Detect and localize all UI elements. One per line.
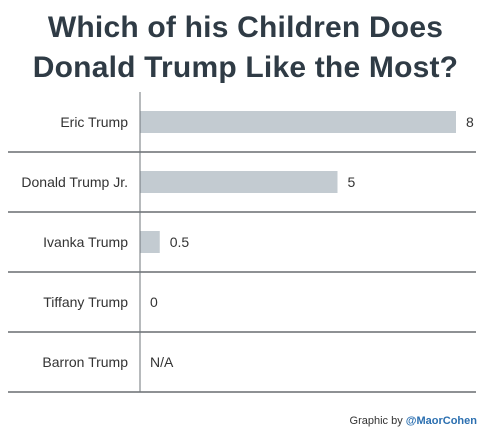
bar-donald-trump-jr [140,171,338,193]
credit-prefix: Graphic by [349,415,406,427]
category-label-eric-trump: Eric Trump [60,114,128,130]
credit-line: Graphic by @MaorCohen [350,415,477,427]
value-label-eric-trump: 8 [466,114,474,130]
value-label-tiffany-trump: 0 [150,294,158,310]
bar-eric-trump [140,111,456,133]
bar-ivanka-trump [140,231,160,253]
value-label-barron-trump: N/A [150,354,174,370]
title-line-2: Donald Trump Like the Most? [32,51,459,84]
title-line-1: Which of his Children Does [47,11,444,44]
category-label-barron-trump: Barron Trump [42,354,128,370]
credit-handle[interactable]: @MaorCohen [405,415,477,427]
value-label-ivanka-trump: 0.5 [170,234,190,250]
category-label-tiffany-trump: Tiffany Trump [43,294,128,310]
chart-title: Which of his Children Does Donald Trump … [0,8,491,88]
category-label-ivanka-trump: Ivanka Trump [43,234,128,250]
value-label-donald-trump-jr: 5 [348,174,356,190]
category-label-donald-trump-jr: Donald Trump Jr. [21,174,128,190]
